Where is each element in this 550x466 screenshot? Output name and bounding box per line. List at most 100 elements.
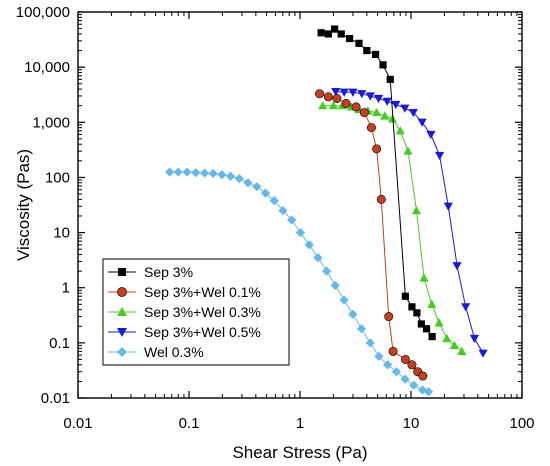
data-point-sep-3- (337, 30, 345, 38)
y-tick-label: 1,000 (32, 114, 70, 131)
data-point-sep-3-wel-0-5- (365, 92, 375, 101)
data-point-wel-0-3- (269, 196, 279, 206)
x-axis: 0.01 0.1 1 10 100 (63, 12, 535, 432)
data-point-sep-3- (346, 34, 354, 43)
data-point-wel-0-3- (383, 360, 393, 370)
data-point-sep-3-wel-0-1- (388, 346, 398, 356)
data-point-sep-3-wel-0-5- (426, 130, 436, 140)
x-tick-label: 0.1 (179, 415, 200, 432)
data-point-wel-0-3- (322, 266, 332, 276)
x-tick-label: 100 (509, 415, 534, 432)
data-point-sep-3-wel-0-1- (418, 371, 428, 381)
chart-marks (165, 25, 488, 397)
data-point-wel-0-3- (313, 253, 323, 263)
data-point-sep-3- (324, 30, 332, 38)
data-point-sep-3-wel-0-1- (366, 123, 376, 133)
data-point-wel-0-3- (287, 215, 297, 225)
data-point-sep-3- (422, 325, 431, 333)
series-line-sep-3- (321, 28, 433, 337)
data-point-wel-0-3- (295, 227, 305, 238)
data-point-sep-3-wel-0-1- (315, 89, 325, 99)
y-axis: 0.01 0.1 1 10 100 1,000 10,000 100,000 (16, 4, 522, 407)
data-point-wel-0-3- (423, 387, 434, 397)
y-tick-label: 10,000 (24, 59, 70, 76)
data-point-sep-3-wel-0-3- (442, 333, 452, 343)
data-point-sep-3-wel-0-5- (373, 94, 384, 104)
data-point-sep-3-wel-0-1- (407, 360, 417, 370)
data-point-sep-3-wel-0-3- (328, 101, 339, 110)
data-point-sep-3-wel-0-5- (348, 88, 358, 97)
y-tick-label: 10 (53, 225, 70, 242)
data-point-wel-0-3- (199, 168, 210, 178)
data-point-sep-3-wel-0-1- (376, 194, 386, 204)
data-point-sep-3-wel-0-3- (419, 273, 429, 282)
data-point-sep-3-wel-0-5- (469, 334, 480, 344)
legend-label-sep-3-: Sep 3% (144, 264, 193, 280)
data-point-sep-3- (355, 39, 363, 47)
data-point-wel-0-3- (234, 174, 244, 184)
legend-marker-sep-3- (118, 268, 126, 276)
data-point-sep-3-wel-0-5- (435, 151, 445, 161)
data-point-sep-3-wel-0-5- (382, 97, 392, 106)
data-point-sep-3-wel-0-3- (457, 346, 467, 355)
data-point-wel-0-3- (409, 380, 419, 390)
data-point-sep-3-wel-0-3- (387, 114, 398, 123)
data-point-sep-3-wel-0-1- (372, 144, 382, 154)
data-point-sep-3-wel-0-1- (359, 108, 369, 118)
data-point-sep-3-wel-0-5- (417, 118, 427, 127)
y-tick-label: 100 (45, 169, 70, 186)
data-point-sep-3-wel-0-3- (449, 340, 459, 349)
data-point-wel-0-3- (208, 168, 218, 179)
data-point-sep-3-wel-0-5- (443, 202, 453, 211)
series-line-sep-3-wel-0-1- (319, 93, 424, 377)
data-point-sep-3- (408, 303, 416, 311)
legend-label-wel-0-3-: Wel 0.3% (144, 344, 204, 360)
x-tick-label: 1 (296, 415, 304, 432)
data-point-wel-0-3- (182, 167, 192, 177)
legend-label-sep-3-wel-0-3-: Sep 3%+Wel 0.3% (144, 304, 261, 320)
data-point-sep-3-wel-0-1- (351, 102, 361, 112)
data-point-sep-3- (331, 25, 339, 33)
legend-label-sep-3-wel-0-1-: Sep 3%+Wel 0.1% (144, 284, 261, 300)
data-point-sep-3-wel-0-5- (391, 100, 401, 110)
data-point-sep-3- (428, 332, 436, 341)
data-point-sep-3-wel-0-3- (380, 111, 390, 120)
x-tick-label: 0.01 (63, 415, 92, 432)
data-point-wel-0-3- (225, 171, 236, 181)
data-point-wel-0-3- (348, 309, 358, 319)
data-point-sep-3- (386, 75, 394, 83)
legend-label-sep-3-wel-0-5-: Sep 3%+Wel 0.5% (144, 324, 261, 340)
y-tick-label: 1 (62, 280, 70, 297)
legend-marker-sep-3-wel-0-1- (117, 287, 127, 297)
data-point-sep-3- (372, 50, 380, 59)
data-point-wel-0-3- (339, 295, 349, 305)
data-point-wel-0-3- (365, 338, 375, 348)
data-point-sep-3-wel-0-5- (339, 88, 349, 97)
data-point-wel-0-3- (356, 324, 367, 334)
data-point-sep-3-wel-0-5- (452, 262, 462, 271)
x-axis-label: Shear Stress (Pa) (232, 443, 367, 462)
series-line-sep-3-wel-0-5- (335, 91, 484, 354)
legend-marker-wel-0-3- (117, 347, 127, 357)
data-point-wel-0-3- (400, 374, 410, 384)
data-point-sep-3-wel-0-3- (395, 126, 405, 135)
data-point-sep-3-wel-0-3- (403, 146, 413, 155)
data-point-sep-3-wel-0-3- (372, 107, 382, 117)
data-point-sep-3-wel-0-5- (461, 303, 471, 312)
data-point-wel-0-3- (165, 167, 175, 177)
data-point-sep-3-wel-0-5- (400, 104, 410, 113)
data-point-sep-3-wel-0-1- (341, 98, 351, 108)
data-point-sep-3- (417, 320, 425, 328)
data-point-sep-3-wel-0-1- (323, 92, 333, 102)
y-tick-label: 100,000 (16, 4, 70, 21)
data-point-wel-0-3- (330, 280, 340, 291)
data-point-sep-3-wel-0-5- (357, 90, 367, 99)
legend: Sep 3% Sep 3%+Wel 0.1% Sep 3%+Wel 0.3% Sep … (102, 258, 290, 366)
data-point-wel-0-3- (374, 351, 384, 361)
data-point-wel-0-3- (304, 240, 314, 250)
data-point-wel-0-3- (243, 178, 253, 188)
data-point-sep-3-wel-0-3- (318, 101, 328, 110)
data-point-wel-0-3- (260, 188, 271, 198)
data-point-sep-3-wel-0-3- (411, 206, 422, 215)
